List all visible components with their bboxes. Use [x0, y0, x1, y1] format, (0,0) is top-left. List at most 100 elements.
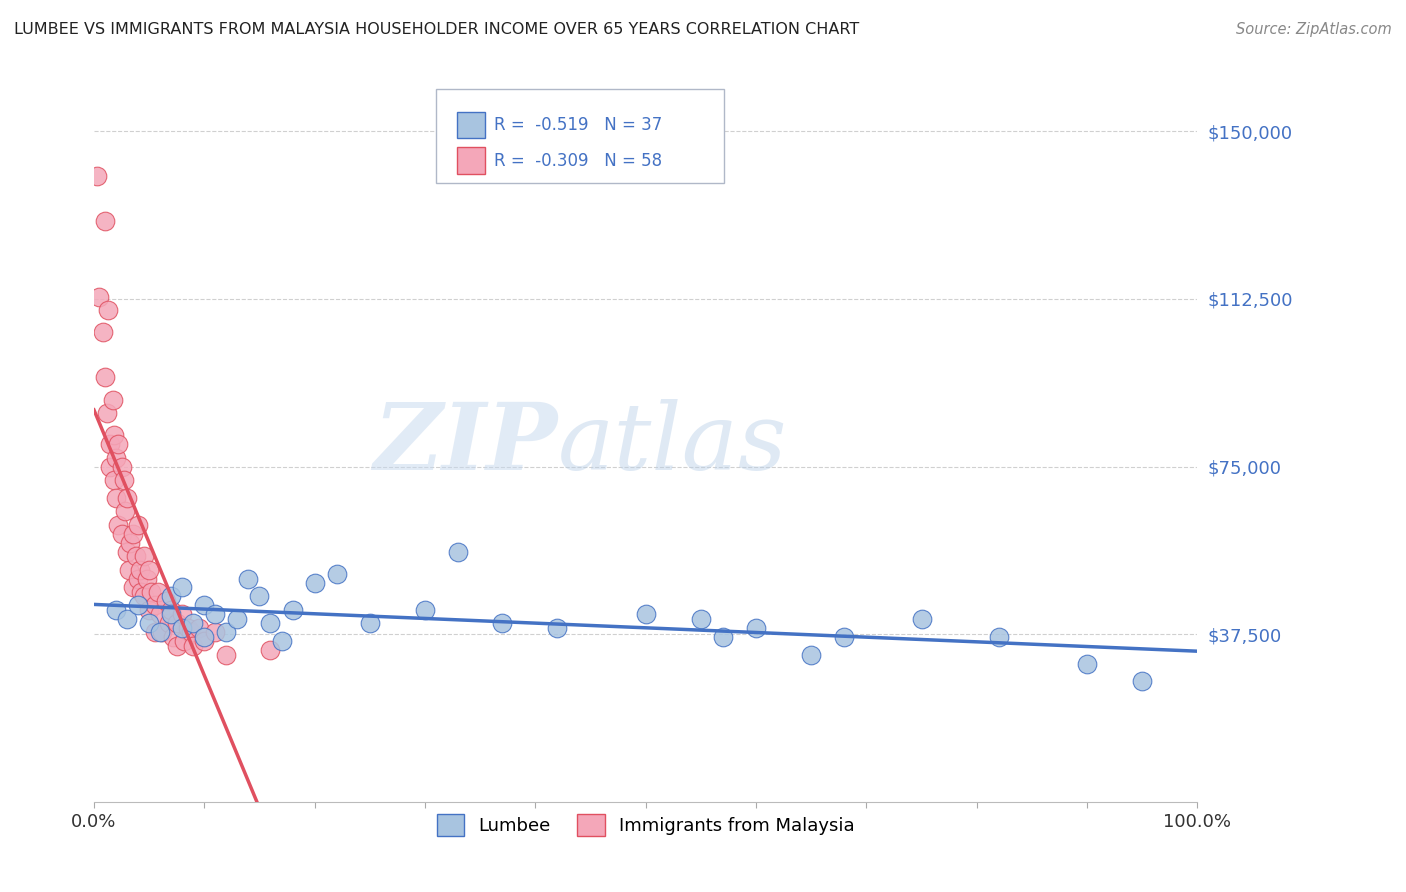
Point	[259, 616, 281, 631]
Point	[281, 603, 304, 617]
Point	[105, 450, 128, 465]
Point	[150, 625, 173, 640]
Point	[215, 625, 238, 640]
Point	[172, 581, 194, 595]
Text: LUMBEE VS IMMIGRANTS FROM MALAYSIA HOUSEHOLDER INCOME OVER 65 YEARS CORRELATION : LUMBEE VS IMMIGRANTS FROM MALAYSIA HOUSE…	[14, 22, 859, 37]
Point	[173, 634, 195, 648]
Legend: Lumbee, Immigrants from Malaysia: Lumbee, Immigrants from Malaysia	[429, 807, 862, 843]
Point	[105, 491, 128, 505]
Point	[138, 603, 160, 617]
Point	[800, 648, 823, 662]
Point	[149, 625, 172, 640]
Point	[226, 612, 249, 626]
Point	[120, 535, 142, 549]
Point	[249, 590, 271, 604]
Point	[138, 563, 160, 577]
Point	[160, 590, 183, 604]
Point	[238, 572, 260, 586]
Point	[121, 581, 143, 595]
Point	[146, 585, 169, 599]
Point	[127, 572, 149, 586]
Point	[180, 625, 202, 640]
Point	[193, 599, 215, 613]
Point	[304, 576, 326, 591]
Point	[107, 517, 129, 532]
Point	[89, 290, 111, 304]
Point	[110, 526, 132, 541]
Point	[634, 607, 657, 622]
Point	[96, 406, 118, 420]
Point	[177, 621, 200, 635]
Point	[103, 473, 125, 487]
Point	[181, 616, 204, 631]
Point	[86, 169, 108, 183]
Point	[181, 639, 204, 653]
Point	[546, 621, 568, 635]
Point	[166, 639, 188, 653]
Point	[155, 594, 177, 608]
Point	[115, 491, 138, 505]
Text: atlas: atlas	[557, 400, 787, 490]
Point	[105, 603, 128, 617]
Point	[97, 303, 120, 318]
Point	[413, 603, 436, 617]
Point	[91, 326, 114, 340]
Point	[143, 599, 166, 613]
Point	[121, 526, 143, 541]
Point	[149, 607, 172, 622]
Text: R =  -0.309   N = 58: R = -0.309 N = 58	[494, 152, 662, 169]
Point	[132, 549, 155, 564]
Point	[127, 517, 149, 532]
Point	[94, 370, 117, 384]
Point	[689, 612, 711, 626]
Point	[129, 563, 152, 577]
Point	[187, 621, 209, 635]
Point	[114, 504, 136, 518]
Point	[103, 428, 125, 442]
Point	[325, 567, 347, 582]
Point	[160, 607, 183, 622]
Point	[1130, 674, 1153, 689]
Point	[359, 616, 381, 631]
Point	[125, 549, 148, 564]
Point	[100, 459, 122, 474]
Point	[1076, 657, 1098, 671]
Point	[204, 607, 226, 622]
Point	[135, 572, 157, 586]
Text: Source: ZipAtlas.com: Source: ZipAtlas.com	[1236, 22, 1392, 37]
Point	[115, 612, 138, 626]
Text: R =  -0.519   N = 37: R = -0.519 N = 37	[494, 116, 662, 134]
Point	[101, 392, 124, 407]
Point	[204, 625, 226, 640]
Point	[711, 630, 734, 644]
Point	[166, 616, 188, 631]
Point	[172, 621, 194, 635]
Point	[215, 648, 238, 662]
Point	[447, 544, 470, 558]
Point	[160, 603, 183, 617]
Point	[132, 590, 155, 604]
Point	[910, 612, 932, 626]
Point	[107, 437, 129, 451]
Point	[118, 563, 141, 577]
Point	[110, 459, 132, 474]
Point	[100, 437, 122, 451]
Point	[832, 630, 855, 644]
Point	[162, 630, 184, 644]
Point	[127, 599, 149, 613]
Point	[270, 634, 292, 648]
Point	[115, 544, 138, 558]
Point	[143, 625, 166, 640]
Point	[259, 643, 281, 657]
Point	[172, 607, 194, 622]
Point	[94, 213, 117, 227]
Point	[491, 616, 513, 631]
Point	[193, 630, 215, 644]
Point	[131, 585, 153, 599]
Point	[112, 473, 135, 487]
Point	[157, 616, 180, 631]
Point	[987, 630, 1010, 644]
Point	[138, 616, 160, 631]
Point	[141, 585, 163, 599]
Point	[745, 621, 768, 635]
